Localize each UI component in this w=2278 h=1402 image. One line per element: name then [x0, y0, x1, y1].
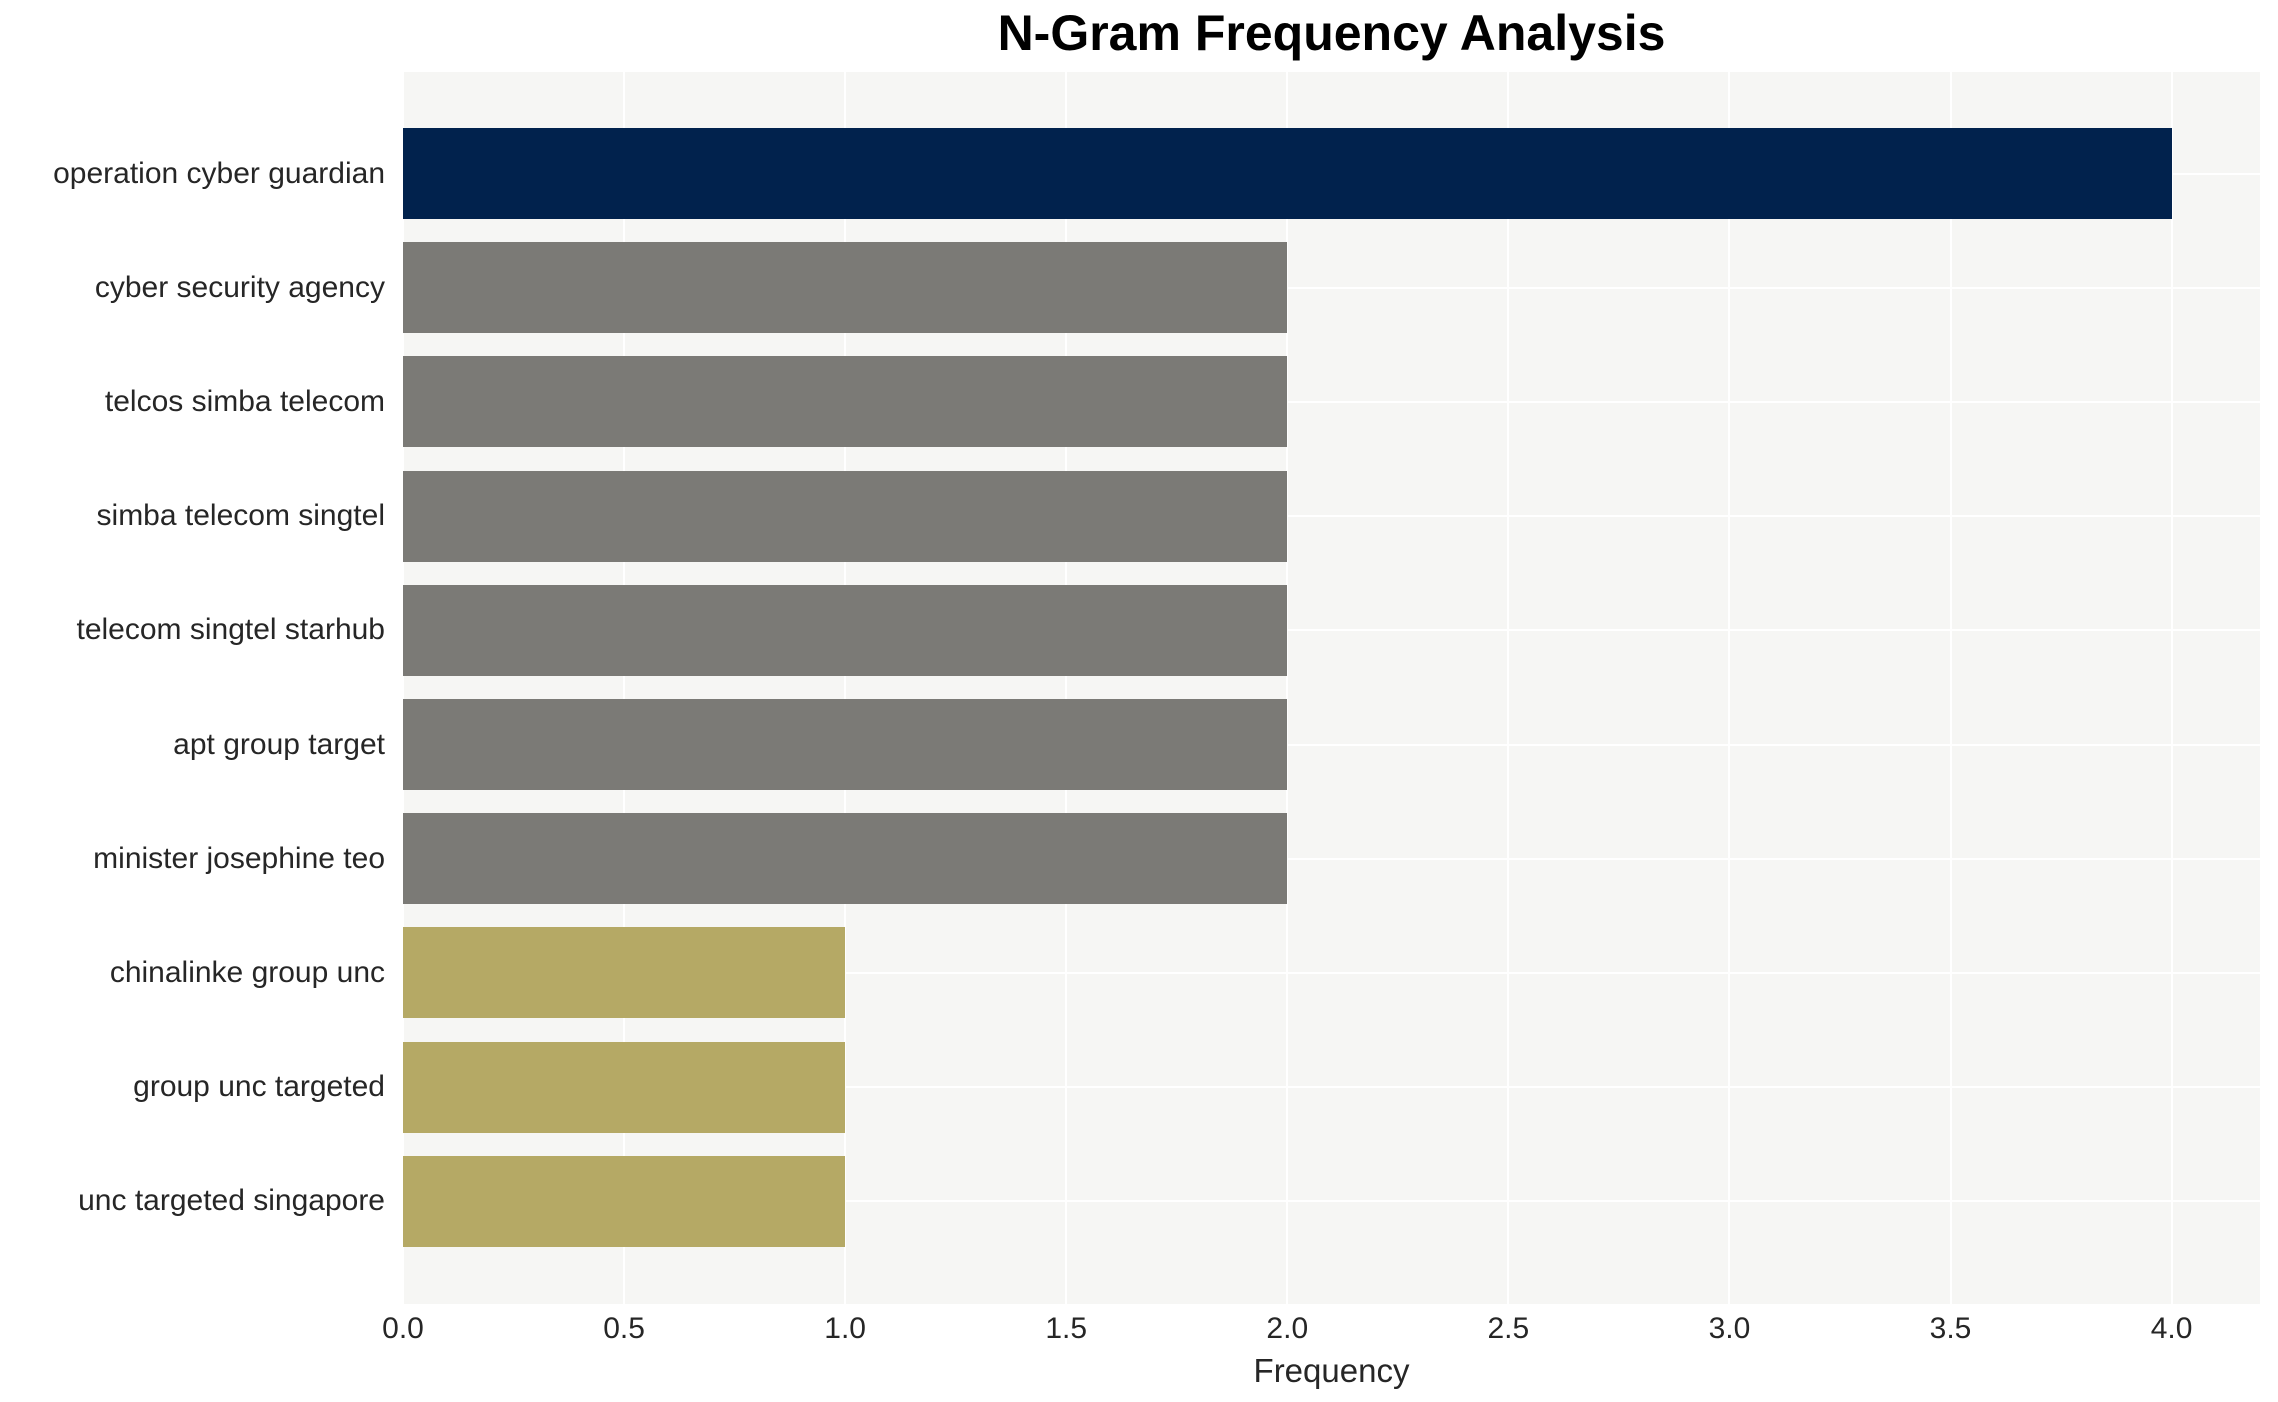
x-tick-label: 3.0 — [1708, 1312, 1751, 1345]
x-tick-label: 1.5 — [1045, 1312, 1088, 1345]
y-tick-label: simba telecom singtel — [96, 499, 385, 533]
bar — [403, 1041, 846, 1133]
gridline-horizontal — [403, 971, 2260, 974]
x-tick-label: 0.0 — [382, 1312, 424, 1345]
bar — [403, 356, 1288, 448]
gridline-horizontal — [403, 1086, 2260, 1089]
gridline-horizontal — [403, 1200, 2260, 1203]
y-tick-label: chinalinke group unc — [109, 955, 385, 989]
gridline-horizontal — [403, 286, 2260, 289]
x-tick-label: 1.0 — [824, 1312, 866, 1345]
y-tick-label: group unc targeted — [133, 1070, 385, 1104]
y-tick-label: minister josephine teo — [93, 841, 385, 875]
x-tick-label: 0.5 — [603, 1312, 645, 1345]
x-tick-label: 2.0 — [1266, 1312, 1309, 1345]
bar — [403, 1155, 846, 1247]
y-tick-label: telcos simba telecom — [104, 384, 385, 418]
bar — [403, 470, 1288, 562]
x-tick-label: 4.0 — [2150, 1312, 2193, 1345]
gridline-vertical — [1507, 72, 1510, 1304]
x-tick-label: 3.5 — [1929, 1312, 1972, 1345]
y-tick-label: apt group target — [173, 727, 385, 761]
gridline-horizontal — [403, 743, 2260, 746]
y-tick-label: operation cyber guardian — [53, 156, 385, 190]
gridline-vertical — [402, 72, 404, 1304]
bar — [403, 699, 1288, 790]
bar — [403, 584, 1288, 676]
bar — [403, 242, 1288, 334]
y-tick-label: telecom singtel starhub — [76, 613, 386, 647]
x-tick-label: 2.5 — [1487, 1312, 1530, 1345]
bar — [403, 813, 1288, 905]
gridline-horizontal — [403, 629, 2260, 632]
gridline-horizontal — [403, 515, 2260, 518]
gridline-horizontal — [403, 857, 2260, 860]
gridline-vertical — [623, 72, 626, 1304]
gridline-vertical — [1286, 72, 1289, 1304]
x-axis-title: Frequency — [1253, 1352, 1410, 1389]
gridline-vertical — [1065, 72, 1068, 1304]
gridline-vertical — [1949, 72, 1952, 1304]
gridline-horizontal — [403, 400, 2260, 403]
y-tick-label: unc targeted singapore — [78, 1184, 385, 1218]
bar — [403, 927, 846, 1019]
gridline-vertical — [2170, 72, 2173, 1304]
gridline-vertical — [844, 72, 847, 1304]
gridline-vertical — [1728, 72, 1731, 1304]
y-tick-label: cyber security agency — [94, 270, 385, 304]
bar — [403, 128, 2172, 219]
y-axis-labels: operation cyber guardian cyber security a… — [0, 72, 395, 1304]
chart-title: N-Gram Frequency Analysis — [997, 5, 1666, 61]
plot-area — [402, 72, 2260, 1304]
